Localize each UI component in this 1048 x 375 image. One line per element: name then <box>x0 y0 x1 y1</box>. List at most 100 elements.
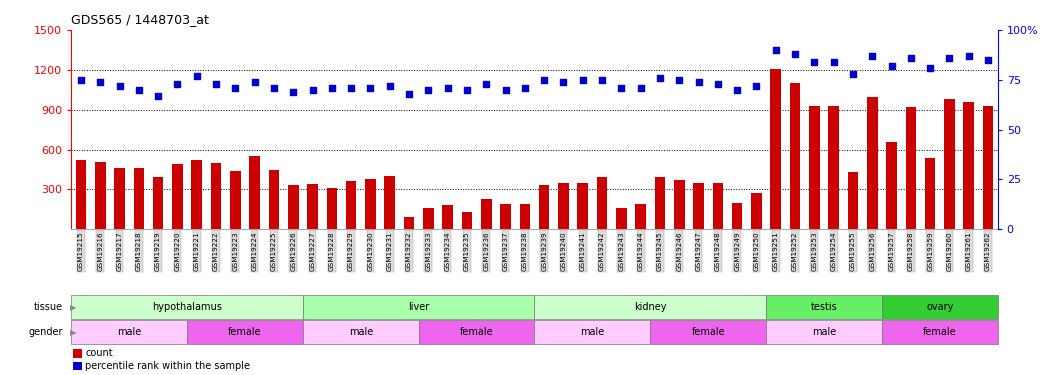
Text: GSM19248: GSM19248 <box>715 231 721 271</box>
Text: GSM19224: GSM19224 <box>252 231 258 271</box>
Text: GSM19229: GSM19229 <box>348 231 354 271</box>
Text: GSM19255: GSM19255 <box>850 231 856 271</box>
Point <box>381 83 398 89</box>
Point <box>362 85 378 91</box>
Bar <box>559 183 569 229</box>
Text: GSM19250: GSM19250 <box>754 231 760 271</box>
Bar <box>732 202 742 229</box>
Point <box>478 81 495 87</box>
Bar <box>481 199 492 229</box>
Bar <box>442 205 453 229</box>
Text: GSM19244: GSM19244 <box>637 231 643 271</box>
Bar <box>192 160 202 229</box>
Text: male: male <box>349 327 373 338</box>
Point <box>400 91 417 97</box>
Bar <box>674 180 684 229</box>
Text: GSM19227: GSM19227 <box>309 231 315 271</box>
Text: GSM19216: GSM19216 <box>97 231 103 271</box>
Text: GSM19246: GSM19246 <box>676 231 682 271</box>
Text: GSM19258: GSM19258 <box>908 231 914 271</box>
Point <box>497 87 514 93</box>
Point <box>671 77 687 83</box>
Bar <box>461 212 473 229</box>
Point <box>343 85 359 91</box>
Bar <box>187 320 303 345</box>
Bar <box>303 295 534 320</box>
Bar <box>693 183 704 229</box>
Text: GSM19225: GSM19225 <box>271 231 277 271</box>
Bar <box>327 188 337 229</box>
Text: GSM19228: GSM19228 <box>329 231 334 271</box>
Point <box>246 79 263 85</box>
Bar <box>881 295 998 320</box>
Text: GSM19249: GSM19249 <box>735 231 740 271</box>
Text: tissue: tissue <box>34 302 63 312</box>
Text: GSM19239: GSM19239 <box>541 231 547 271</box>
Text: GSM19253: GSM19253 <box>811 231 817 271</box>
Point <box>459 87 476 93</box>
Bar <box>268 170 279 229</box>
Point <box>208 81 224 87</box>
Bar <box>172 164 182 229</box>
Text: GSM19215: GSM19215 <box>78 231 84 271</box>
Text: GSM19233: GSM19233 <box>425 231 432 271</box>
Bar <box>403 217 414 229</box>
Text: GSM19260: GSM19260 <box>946 231 953 271</box>
Point <box>864 53 880 59</box>
Text: GSM19254: GSM19254 <box>831 231 836 271</box>
Bar <box>596 177 608 229</box>
Bar <box>867 97 877 229</box>
Text: female: female <box>923 327 957 338</box>
Bar <box>828 106 839 229</box>
Point <box>189 73 205 79</box>
Point <box>92 79 109 85</box>
Bar <box>713 183 723 229</box>
Point <box>691 79 707 85</box>
Text: ▶: ▶ <box>70 328 77 337</box>
Bar <box>500 204 510 229</box>
Text: GSM19243: GSM19243 <box>618 231 625 271</box>
Text: GSM19252: GSM19252 <box>792 231 798 271</box>
Point <box>111 83 128 89</box>
Bar <box>751 194 762 229</box>
Point <box>150 93 167 99</box>
Text: ▶: ▶ <box>70 303 77 312</box>
Bar <box>655 177 665 229</box>
Bar <box>983 106 994 229</box>
Point <box>728 87 745 93</box>
Point <box>536 77 552 83</box>
Text: GSM19261: GSM19261 <box>966 231 971 271</box>
Text: testis: testis <box>810 302 837 312</box>
Text: gender: gender <box>28 327 63 338</box>
Point <box>574 77 591 83</box>
Point <box>265 85 282 91</box>
Text: male: male <box>581 327 605 338</box>
Bar <box>887 142 897 229</box>
Point <box>787 51 804 57</box>
Text: GSM19226: GSM19226 <box>290 231 297 271</box>
Bar <box>153 177 163 229</box>
Point <box>324 85 341 91</box>
Bar <box>346 182 356 229</box>
Text: GDS565 / 1448703_at: GDS565 / 1448703_at <box>71 13 210 26</box>
Bar <box>211 163 221 229</box>
Text: GSM19232: GSM19232 <box>406 231 412 271</box>
Point <box>748 83 765 89</box>
Bar <box>944 99 955 229</box>
Point <box>72 77 89 83</box>
Bar <box>114 168 125 229</box>
Text: male: male <box>812 327 836 338</box>
Bar <box>809 106 820 229</box>
Bar <box>534 295 766 320</box>
Bar <box>963 102 974 229</box>
Point <box>227 85 244 91</box>
Text: GSM19220: GSM19220 <box>174 231 180 271</box>
Text: GSM19241: GSM19241 <box>580 231 586 271</box>
Bar <box>75 160 86 229</box>
Bar <box>73 362 82 370</box>
Bar <box>365 179 376 229</box>
Text: male: male <box>117 327 141 338</box>
Text: GSM19240: GSM19240 <box>561 231 566 271</box>
Point <box>806 59 823 65</box>
Point <box>285 89 302 95</box>
